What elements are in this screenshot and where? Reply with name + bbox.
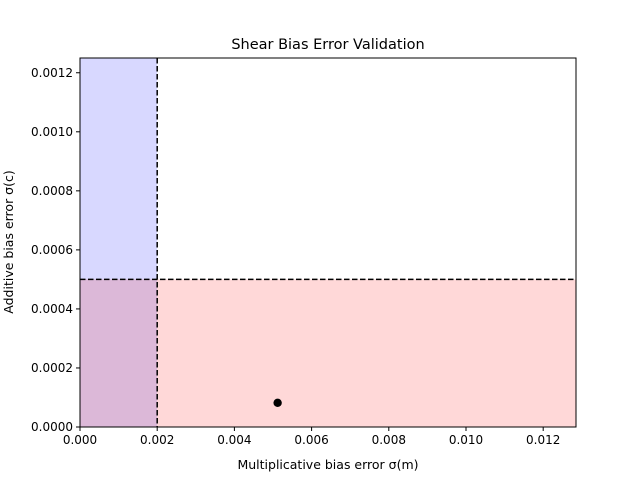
x-tick-label: 0.002 (140, 433, 174, 447)
y-axis-label: Additive bias error σ(c) (1, 170, 16, 313)
threshold-lines (80, 58, 576, 427)
y-tick-label: 0.0010 (31, 125, 73, 139)
x-axis-label: Multiplicative bias error σ(m) (237, 457, 418, 472)
region-y-below-threshold (80, 279, 576, 427)
y-tick-label: 0.0008 (31, 184, 73, 198)
x-axis: 0.000 0.002 0.004 0.006 0.008 0.010 0.012 (63, 427, 560, 447)
x-tick-label: 0.010 (449, 433, 483, 447)
y-tick-label: 0.0006 (31, 243, 73, 257)
chart-title: Shear Bias Error Validation (231, 37, 424, 53)
x-tick-label: 0.000 (63, 433, 97, 447)
shaded-regions (80, 58, 576, 427)
x-tick-label: 0.006 (294, 433, 328, 447)
x-tick-label: 0.008 (372, 433, 406, 447)
y-tick-label: 0.0012 (31, 66, 73, 80)
y-axis: 0.0000 0.0002 0.0004 0.0006 0.0008 0.0010 0.00… (31, 66, 80, 434)
data-point (273, 398, 282, 407)
plot-frame (79, 57, 577, 428)
y-tick-label: 0.0004 (31, 302, 73, 316)
y-tick-label: 0.0002 (31, 361, 73, 375)
y-tick-label: 0.0000 (31, 420, 73, 434)
x-tick-label: 0.012 (526, 433, 560, 447)
data-points (273, 398, 282, 407)
region-overlap (80, 279, 158, 427)
x-tick-label: 0.004 (217, 433, 251, 447)
